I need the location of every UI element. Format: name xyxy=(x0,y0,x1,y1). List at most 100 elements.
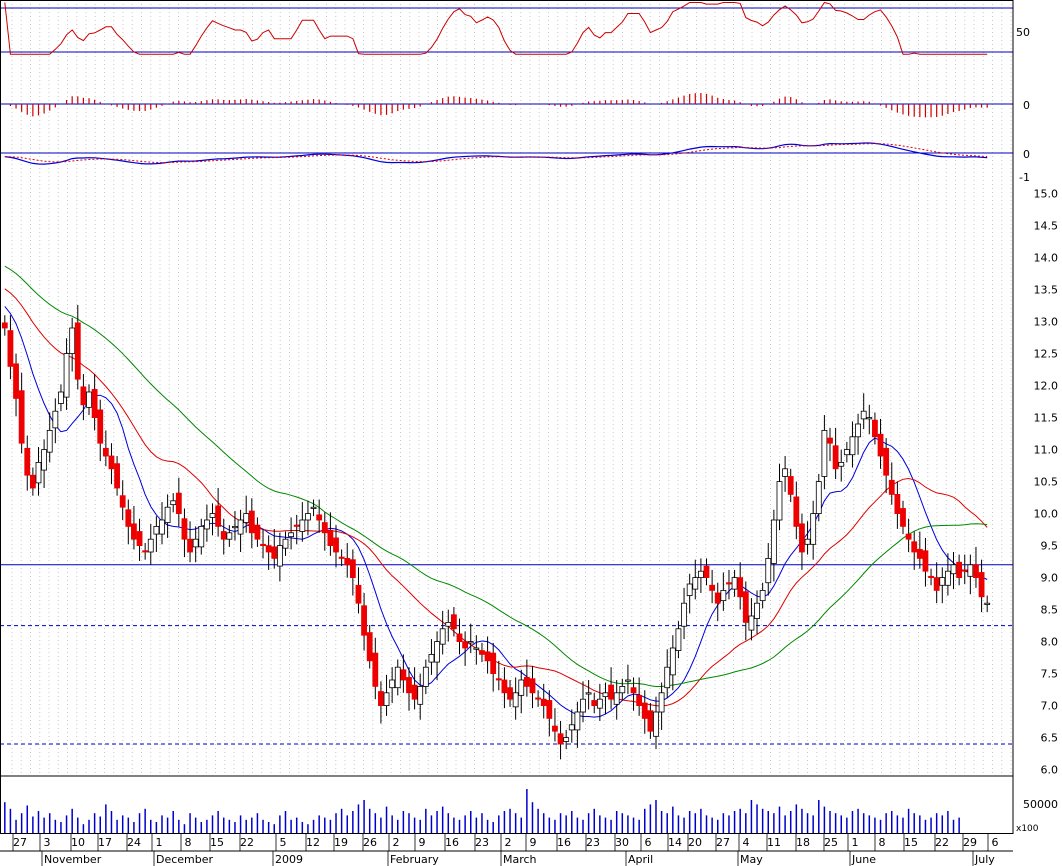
candle-up xyxy=(35,461,42,484)
volume-panel xyxy=(4,789,960,833)
candle-up xyxy=(467,641,474,644)
candle-down xyxy=(97,409,104,444)
day-tick-label: 19 xyxy=(334,836,348,849)
candle-up xyxy=(838,461,845,467)
candle-down xyxy=(523,677,530,687)
candle-down xyxy=(888,479,895,495)
candle-down xyxy=(361,605,367,636)
month-label: March xyxy=(503,853,537,866)
candle-up xyxy=(602,692,609,698)
price-tick-label: 11.5 xyxy=(1034,412,1059,425)
candle-down xyxy=(29,474,36,489)
day-tick-label: 29 xyxy=(963,836,977,849)
price-tick-label: 7.5 xyxy=(1041,668,1059,681)
candle-up xyxy=(731,577,738,590)
candle-up xyxy=(198,526,205,548)
axis-labels: 6.0 6.5 7.0 7.5 8.0 8.5 9.0 9.5 10.0 10.5 11.0 11.5… xyxy=(12,26,1059,866)
candle-down xyxy=(978,572,985,598)
candle-down xyxy=(973,564,979,578)
month-label: July xyxy=(974,853,995,866)
macd-line xyxy=(4,142,988,165)
candle-up xyxy=(697,570,704,579)
candle-up xyxy=(653,711,659,737)
price-tick-label: 12.5 xyxy=(1034,348,1059,361)
day-tick-label: 8 xyxy=(185,836,192,849)
day-tick-label: 16 xyxy=(445,836,459,849)
candle-down xyxy=(1,322,8,329)
candle-down xyxy=(220,531,227,540)
candle-up xyxy=(310,506,317,509)
candle-down xyxy=(883,447,890,476)
candle-down xyxy=(961,569,968,572)
price-tick-label: 14.5 xyxy=(1034,220,1059,233)
candle-up xyxy=(209,513,216,518)
candle-down xyxy=(102,447,109,457)
candle-down xyxy=(703,565,710,579)
candle-down xyxy=(187,538,193,553)
candle-down xyxy=(552,725,558,732)
month-label: December xyxy=(156,853,214,866)
candle-up xyxy=(675,628,682,651)
candle-down xyxy=(714,592,721,604)
candle-up xyxy=(164,506,171,523)
candle-up xyxy=(866,417,873,420)
month-label: 2009 xyxy=(275,853,303,866)
candle-up xyxy=(243,513,250,523)
candle-down xyxy=(495,678,502,681)
candle-down xyxy=(215,505,222,527)
candle-down xyxy=(709,584,716,591)
candle-down xyxy=(737,577,744,598)
candle-up xyxy=(585,692,592,695)
price-tick-label: 8.5 xyxy=(1041,604,1059,617)
price-tick-label: 7.0 xyxy=(1041,700,1059,713)
candle-down xyxy=(316,514,323,521)
candle-down xyxy=(787,476,794,495)
candle-down xyxy=(922,550,929,572)
candle-up xyxy=(613,692,620,705)
day-tick-label: 2 xyxy=(393,836,400,849)
macd-signal-line xyxy=(4,143,988,164)
ma-mid-line xyxy=(4,288,988,707)
candle-up xyxy=(810,513,817,545)
candle-down xyxy=(181,518,188,540)
candle-down xyxy=(344,558,351,566)
day-tick-label: 18 xyxy=(796,836,810,849)
candlesticks xyxy=(1,304,991,760)
candle-up xyxy=(681,602,687,627)
month-label: April xyxy=(628,853,653,866)
moving-averages xyxy=(4,265,988,718)
candle-up xyxy=(944,570,951,586)
day-tick-label: 6 xyxy=(992,836,999,849)
candle-down xyxy=(911,541,918,553)
candle-down xyxy=(265,545,272,553)
candle-up xyxy=(574,711,581,731)
candle-up xyxy=(849,436,856,456)
candle-up xyxy=(568,724,575,731)
candle-up xyxy=(782,468,789,477)
candle-up xyxy=(159,519,165,535)
reference-lines xyxy=(0,7,1013,745)
candle-up xyxy=(153,526,160,535)
day-tick-label: 17 xyxy=(98,836,112,849)
candle-down xyxy=(18,390,25,444)
candle-up xyxy=(41,449,48,471)
candle-down xyxy=(24,447,31,476)
plot-border xyxy=(0,0,1014,834)
volume-tick-label: 50000 xyxy=(1023,798,1058,811)
candle-up xyxy=(86,391,92,408)
candle-up xyxy=(434,641,440,663)
candle-up xyxy=(765,558,772,584)
candle-up xyxy=(855,423,861,438)
candle-up xyxy=(720,590,727,602)
candle-up xyxy=(383,692,390,706)
candle-down xyxy=(13,363,19,399)
day-tick-label: 25 xyxy=(824,836,838,849)
candle-down xyxy=(546,700,553,719)
candle-down xyxy=(507,687,513,700)
day-tick-label: 27 xyxy=(716,836,730,849)
candle-down xyxy=(338,556,345,559)
candle-down xyxy=(591,700,598,706)
month-label: November xyxy=(44,853,102,866)
candle-up xyxy=(288,532,295,538)
vertical-gridlines xyxy=(11,0,1012,776)
